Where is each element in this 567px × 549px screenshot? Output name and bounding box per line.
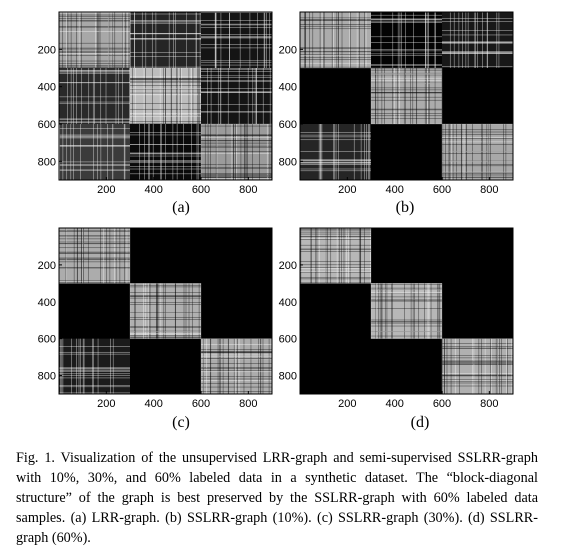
heatmap-frame (58, 227, 273, 395)
y-tick-label: 400 (38, 82, 56, 94)
x-tick-label: 800 (480, 184, 498, 196)
y-tick-label: 600 (279, 334, 297, 346)
x-tick-label: 400 (385, 184, 403, 196)
y-tick-label: 400 (279, 82, 297, 94)
y-tick-label: 600 (38, 119, 56, 131)
heatmap-frame (299, 227, 514, 395)
x-tick-label: 600 (192, 184, 210, 196)
off-diagonal-block (59, 338, 130, 394)
heatmap-panel: 200 400 600 800 200 400 600 800 (d) (279, 227, 514, 431)
heatmap-panel: 200 400 600 800 200 400 600 800 (a) (38, 11, 273, 216)
y-tick-label: 400 (38, 297, 56, 309)
diagonal-block (59, 228, 130, 284)
y-tick-label: 800 (38, 156, 56, 168)
x-tick-label: 400 (144, 184, 162, 196)
diagonal-block (201, 338, 272, 394)
x-tick-label: 800 (239, 184, 257, 196)
off-diagonal-block (59, 124, 130, 180)
diagonal-block (442, 338, 513, 394)
off-diagonal-block (201, 68, 272, 124)
x-tick-label: 200 (338, 398, 356, 410)
figure-caption: Fig. 1. Visualization of the unsupervise… (16, 450, 538, 546)
x-tick-label: 200 (97, 184, 115, 196)
y-tick-label: 800 (279, 371, 297, 383)
subfigure-label: (d) (411, 414, 430, 431)
diagonal-block (442, 124, 513, 180)
heatmap-panel: 200 400 600 800 200 400 600 800 (c) (38, 227, 273, 431)
y-tick-label: 800 (279, 156, 297, 168)
x-tick-label: 200 (338, 184, 356, 196)
subfigure-label: (c) (172, 414, 190, 431)
heatmap-frame (58, 11, 273, 181)
x-tick-label: 400 (144, 398, 162, 410)
y-tick-label: 400 (279, 297, 297, 309)
subfigure-label: (b) (396, 199, 415, 216)
x-tick-label: 600 (192, 398, 210, 410)
y-tick-label: 200 (279, 44, 297, 56)
heatmap-frame (299, 11, 514, 181)
y-tick-label: 600 (279, 119, 297, 131)
y-tick-label: 600 (38, 334, 56, 346)
off-diagonal-block (371, 12, 442, 68)
diagonal-block (371, 68, 442, 124)
x-tick-label: 600 (433, 398, 451, 410)
off-diagonal-block (201, 12, 272, 68)
y-tick-label: 200 (279, 260, 297, 272)
y-tick-label: 200 (38, 44, 56, 56)
heatmap-panel: 200 400 600 800 200 400 600 800 (b) (279, 11, 514, 216)
y-tick-label: 200 (38, 260, 56, 272)
x-tick-label: 600 (433, 184, 451, 196)
x-tick-label: 200 (97, 398, 115, 410)
subfigure-label: (a) (172, 199, 190, 216)
x-tick-label: 800 (239, 398, 257, 410)
x-tick-label: 800 (480, 398, 498, 410)
x-tick-label: 400 (385, 398, 403, 410)
y-tick-label: 800 (38, 371, 56, 383)
